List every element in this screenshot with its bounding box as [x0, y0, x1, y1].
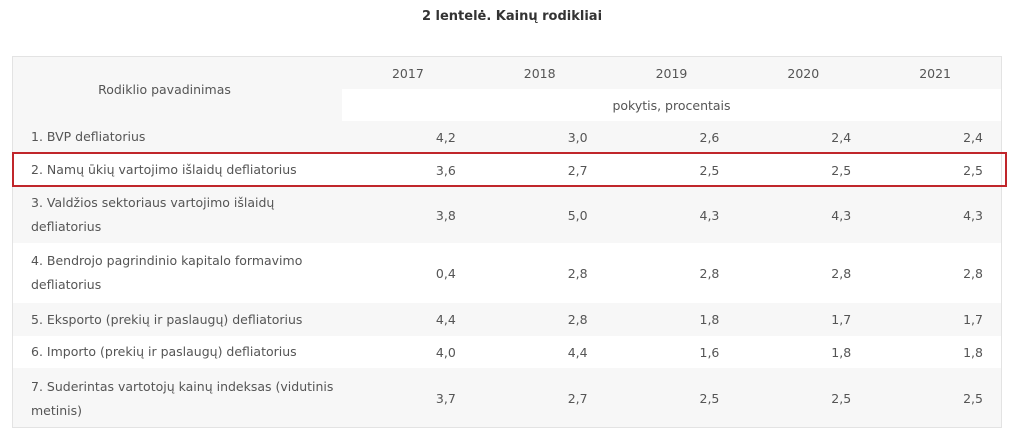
- indicator-name: 7. Suderintas vartotojų kainų indeksas (…: [31, 378, 334, 418]
- value-cell: 3,7: [435, 391, 456, 406]
- value-cell: 2,5: [699, 391, 720, 406]
- value-cell: 2,8: [737, 243, 870, 303]
- value-cell: 2,5: [737, 153, 870, 187]
- value-cell: 1,7: [963, 312, 983, 327]
- value-cell: 5,0: [567, 207, 588, 223]
- value-cell: 2,5: [869, 153, 1001, 187]
- value-cell: 2,5: [831, 391, 852, 406]
- header-row-unit: pokytis, procentais: [13, 89, 1001, 121]
- value-cell: 3,0: [567, 129, 588, 145]
- value-cell: 4,0: [342, 336, 474, 368]
- value-cell: 1,8: [869, 336, 1001, 368]
- value-cell: 3,8: [435, 207, 456, 223]
- value-cell: 1,8: [737, 336, 870, 368]
- value-cell: 4,2: [435, 129, 456, 145]
- value-cell: 4,4: [473, 336, 606, 368]
- year-header: 2020: [787, 65, 820, 81]
- value-cell: 4,3: [699, 207, 720, 223]
- year-header: 2021: [919, 65, 951, 81]
- unit-subheader: pokytis, procentais: [342, 89, 1001, 121]
- value-cell: 2,8: [605, 243, 738, 303]
- value-cell: 2,4: [963, 129, 983, 145]
- table-row: 6. Importo (prekių ir paslaugų) defliato…: [13, 336, 1001, 368]
- value-cell: 1,7: [831, 312, 852, 327]
- value-cell: 1,6: [605, 336, 738, 368]
- indicator-name: 1. BVP defliatorius: [31, 129, 146, 144]
- value-cell: 3,6: [342, 153, 474, 187]
- value-cell: 2,7: [567, 391, 588, 406]
- indicator-name-header: Rodiklio pavadinimas: [98, 81, 231, 97]
- value-cell: 2,8: [869, 243, 1001, 303]
- table-row: 1. BVP defliatorius 4,2 3,0 2,6 2,4 2,4: [13, 121, 1001, 153]
- year-header: 2017: [391, 65, 424, 81]
- price-indicators-table: Rodiklio pavadinimas 2017 2018 2019 2020…: [12, 56, 1002, 428]
- value-cell: 2,5: [605, 153, 738, 187]
- value-cell: 2,7: [473, 153, 606, 187]
- value-cell: 1,8: [699, 312, 720, 327]
- indicator-name: 4. Bendrojo pagrindinio kapitalo formavi…: [13, 243, 342, 303]
- table-row: 3. Valdžios sektoriaus vartojimo išlaidų…: [13, 187, 1001, 243]
- value-cell: 4,3: [831, 207, 852, 223]
- value-cell: 2,5: [963, 391, 983, 406]
- indicator-name: 3. Valdžios sektoriaus vartojimo išlaidų…: [31, 195, 275, 234]
- table-row: 7. Suderintas vartotojų kainų indeksas (…: [13, 368, 1001, 429]
- year-header: 2019: [655, 65, 688, 81]
- indicator-name: 2. Namų ūkių vartojimo išlaidų defliator…: [13, 153, 342, 187]
- value-cell: 4,3: [963, 207, 983, 223]
- indicator-name: 6. Importo (prekių ir paslaugų) defliato…: [13, 336, 342, 368]
- value-cell: 2,4: [831, 129, 852, 145]
- table-row: 5. Eksporto (prekių ir paslaugų) defliat…: [13, 303, 1001, 336]
- value-cell: 2,8: [473, 243, 606, 303]
- year-header: 2018: [523, 65, 556, 81]
- value-cell: 2,8: [567, 312, 588, 327]
- value-cell: 2,6: [699, 129, 720, 145]
- table-caption: 2 lentelė. Kainų rodikliai: [421, 9, 603, 24]
- table-row: 4. Bendrojo pagrindinio kapitalo formavi…: [13, 243, 1001, 303]
- header-row-years: Rodiklio pavadinimas 2017 2018 2019 2020…: [13, 57, 1001, 97]
- indicator-name: 5. Eksporto (prekių ir paslaugų) defliat…: [31, 311, 303, 327]
- value-cell: 4,4: [435, 312, 456, 327]
- value-cell: 0,4: [342, 243, 474, 303]
- table-row: 2. Namų ūkių vartojimo išlaidų defliator…: [13, 153, 1001, 187]
